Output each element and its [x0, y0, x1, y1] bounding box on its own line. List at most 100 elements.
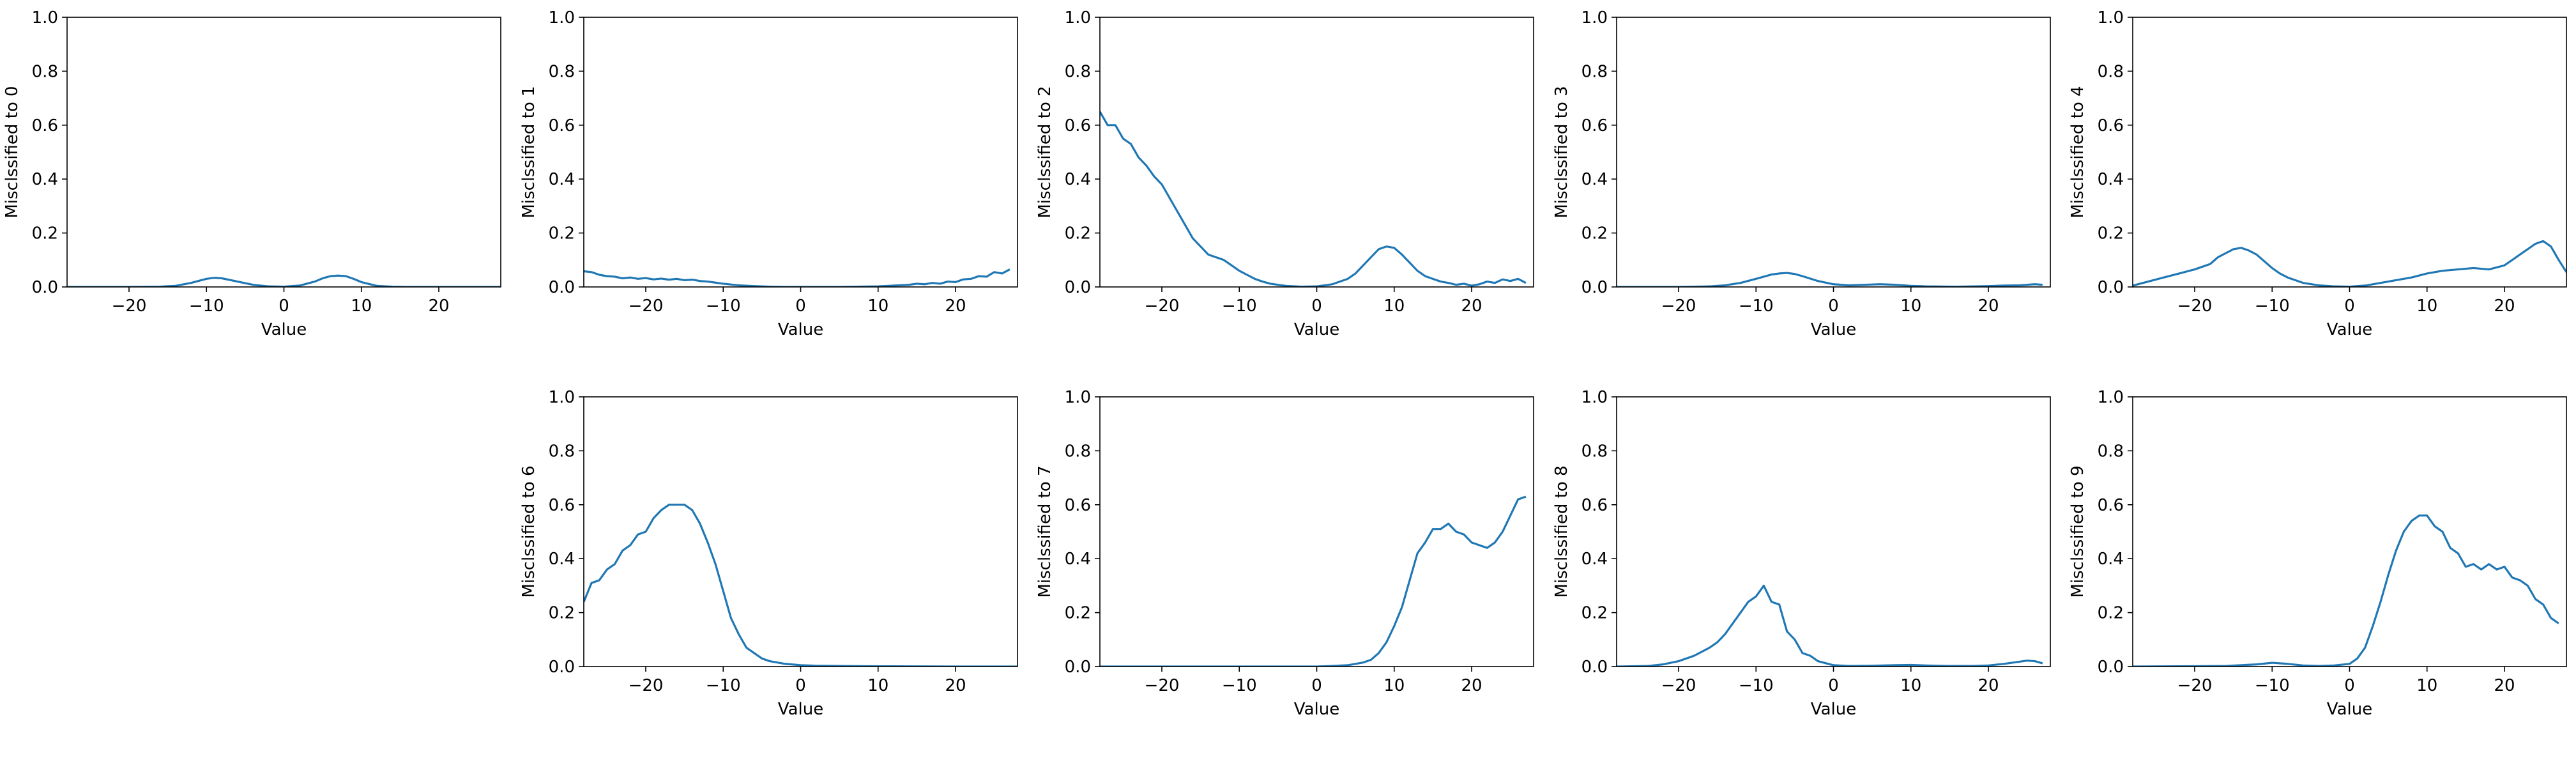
- y-tick-label: 0.8: [1581, 62, 1608, 81]
- y-tick-label: 0.0: [2098, 658, 2124, 677]
- x-tick-label: 20: [428, 297, 449, 316]
- x-tick-label: 10: [1900, 297, 1921, 316]
- y-tick-label: 0.4: [1065, 170, 1091, 189]
- x-tick-label: −20: [2177, 297, 2213, 316]
- y-tick-label: 0.8: [1581, 442, 1608, 461]
- y-tick-label: 0.4: [2098, 170, 2124, 189]
- y-tick-label: 0.0: [2098, 278, 2124, 297]
- subplot-7: −20 −10 0 10 20 0.0 0.2 0.4 0.6 0.8 1.0 Value Miscls…: [1552, 388, 2051, 719]
- x-tick-label: −10: [706, 297, 741, 316]
- x-tick-label: 0: [1828, 676, 1839, 695]
- data-line: [67, 274, 501, 287]
- x-axis-label: Value: [778, 700, 823, 719]
- subplot-6: −20 −10 0 10 20 0.0 0.2 0.4 0.6 0.8 1.0 Value Miscls…: [1035, 388, 1534, 719]
- x-tick-label: 10: [867, 676, 888, 695]
- y-axis-label: Misclssified to 7: [1035, 465, 1055, 598]
- x-tick-label: −20: [1145, 297, 1180, 316]
- x-tick-label: 0: [795, 297, 806, 316]
- y-tick-label: 0.2: [1581, 224, 1608, 243]
- x-tick-label: 10: [351, 297, 372, 316]
- x-tick-label: −20: [629, 676, 664, 695]
- x-tick-label: 10: [1383, 297, 1405, 316]
- subplot-5: −20 −10 0 10 20 0.0 0.2 0.4 0.6 0.8 1.0 Value Miscls…: [519, 388, 1018, 719]
- x-tick-label: 0: [1311, 676, 1322, 695]
- x-tick-label: 20: [1461, 297, 1482, 316]
- data-line: [2133, 240, 2566, 287]
- x-tick-label: 10: [1383, 676, 1405, 695]
- x-tick-label: −10: [1739, 297, 1774, 316]
- y-tick-label: 0.0: [32, 278, 58, 297]
- subplot-2: −20 −10 0 10 20 0.0 0.2 0.4 0.6 0.8 1.0 Value Miscls…: [1035, 8, 1534, 339]
- x-axis-label: Value: [1294, 700, 1339, 719]
- x-tick-label: −10: [1222, 676, 1257, 695]
- x-axis-label: Value: [1811, 700, 1856, 719]
- data-line: [1100, 111, 1527, 287]
- x-tick-label: 10: [2416, 676, 2437, 695]
- y-tick-label: 0.2: [1065, 604, 1091, 623]
- y-tick-label: 0.4: [1581, 170, 1608, 189]
- subplot-8: −20 −10 0 10 20 0.0 0.2 0.4 0.6 0.8 1.0 Value Miscls…: [2068, 388, 2567, 719]
- subplot-1: −20 −10 0 10 20 0.0 0.2 0.4 0.6 0.8 1.0 Value Miscls…: [519, 8, 1018, 339]
- x-tick-label: −20: [1661, 676, 1696, 695]
- x-tick-label: −20: [1145, 676, 1180, 695]
- y-tick-label: 1.0: [1581, 388, 1608, 407]
- y-tick-label: 1.0: [549, 8, 575, 27]
- x-tick-label: −20: [1661, 297, 1696, 316]
- x-tick-label: −20: [112, 297, 147, 316]
- x-tick-label: 0: [1828, 297, 1839, 316]
- y-tick-label: 0.0: [1065, 278, 1091, 297]
- y-tick-label: 0.2: [2098, 604, 2124, 623]
- y-tick-label: 0.8: [549, 442, 575, 461]
- axes-frame: [1099, 17, 1534, 288]
- y-tick-label: 1.0: [32, 8, 58, 27]
- y-axis-label: Misclssified to 1: [519, 86, 538, 218]
- axes-frame: [583, 396, 1018, 667]
- y-tick-label: 0.8: [1065, 442, 1091, 461]
- y-axis-label: Misclssified to 4: [2068, 86, 2087, 218]
- axes-frame: [2132, 396, 2567, 667]
- y-tick-label: 0.2: [2098, 224, 2124, 243]
- x-tick-label: −10: [2255, 676, 2290, 695]
- y-tick-label: 0.6: [2098, 116, 2124, 135]
- x-axis-label: Value: [261, 320, 307, 339]
- x-tick-label: 10: [2416, 297, 2437, 316]
- x-axis-label: Value: [1294, 320, 1339, 339]
- data-line: [584, 504, 1017, 667]
- axes-frame: [583, 17, 1018, 288]
- x-tick-label: 0: [2344, 297, 2355, 316]
- y-axis-label: Misclssified to 3: [1552, 86, 1571, 218]
- axes-frame: [2132, 17, 2567, 288]
- subplot-4: −20 −10 0 10 20 0.0 0.2 0.4 0.6 0.8 1.0 Value Miscls…: [2068, 8, 2567, 339]
- x-axis-label: Value: [1811, 320, 1856, 339]
- y-tick-label: 0.8: [2098, 442, 2124, 461]
- y-axis-label: Misclssified to 9: [2068, 465, 2087, 598]
- y-axis-label: Misclssified to 0: [3, 86, 22, 218]
- x-tick-label: −10: [2255, 297, 2290, 316]
- y-tick-label: 1.0: [2098, 8, 2124, 27]
- x-tick-label: −10: [706, 676, 741, 695]
- x-tick-label: −10: [189, 297, 224, 316]
- y-tick-label: 0.2: [1065, 224, 1091, 243]
- y-tick-label: 0.4: [32, 170, 58, 189]
- axes-frame: [1616, 17, 2051, 288]
- x-axis-label: Value: [2327, 320, 2372, 339]
- y-tick-label: 0.6: [2098, 496, 2124, 515]
- y-tick-label: 0.6: [1065, 496, 1091, 515]
- y-tick-label: 0.4: [1581, 550, 1608, 569]
- data-line: [1617, 272, 2043, 287]
- axes-frame: [66, 17, 501, 288]
- x-tick-label: −10: [1739, 676, 1774, 695]
- y-tick-label: 1.0: [1581, 8, 1608, 27]
- y-tick-label: 0.4: [549, 550, 575, 569]
- x-tick-label: 20: [945, 297, 966, 316]
- y-tick-label: 0.8: [1065, 62, 1091, 81]
- x-tick-label: −20: [629, 297, 664, 316]
- x-tick-label: 20: [1978, 297, 1999, 316]
- y-tick-label: 0.0: [1065, 658, 1091, 677]
- x-tick-label: 20: [945, 676, 966, 695]
- x-tick-label: −10: [1222, 297, 1257, 316]
- y-tick-label: 0.8: [549, 62, 575, 81]
- y-tick-label: 0.6: [32, 116, 58, 135]
- x-tick-label: 20: [2494, 676, 2515, 695]
